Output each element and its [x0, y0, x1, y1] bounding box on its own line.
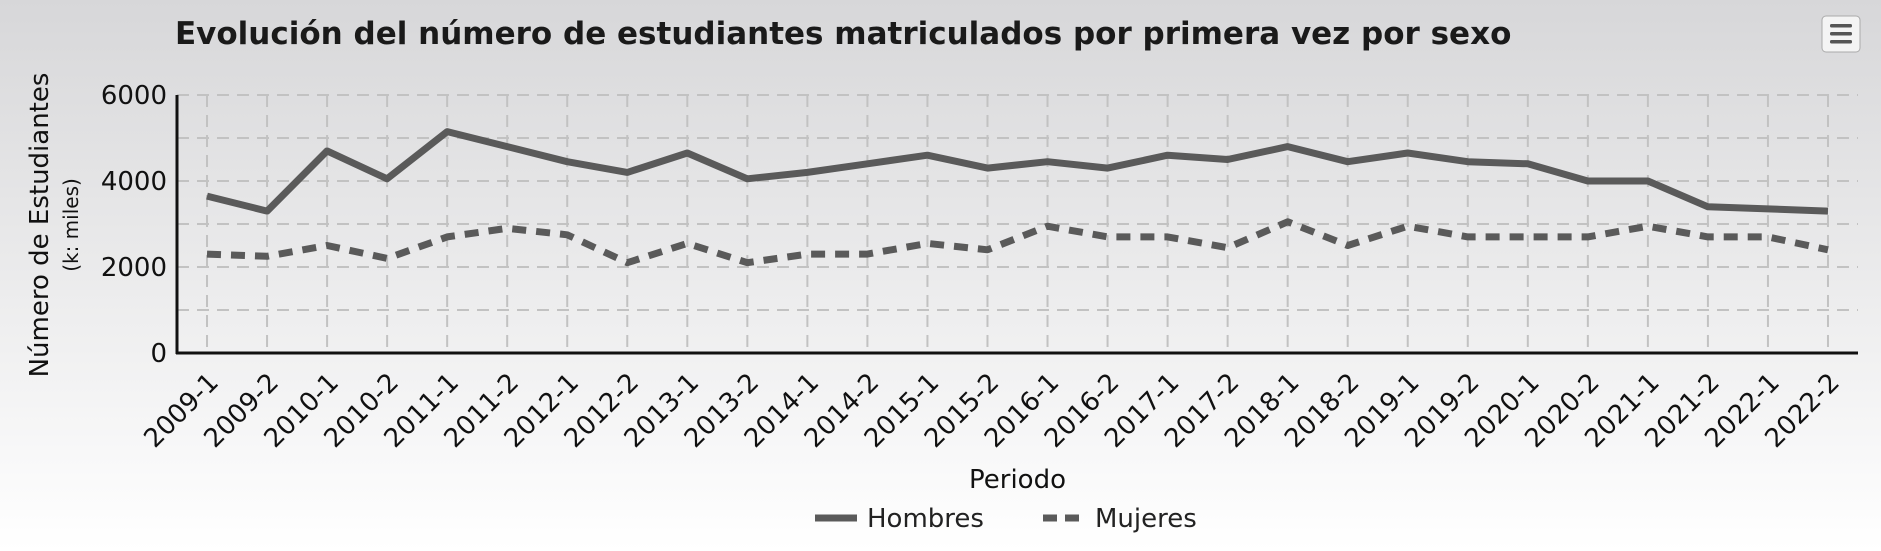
- chart-menu-button[interactable]: [1821, 15, 1861, 53]
- hamburger-menu-icon: [1830, 24, 1852, 44]
- series-group: [206, 128, 1829, 267]
- grid-lines: [177, 94, 1858, 354]
- legend-label-hombres: Hombres: [867, 504, 984, 534]
- chart-title: Evolución del número de estudiantes matr…: [175, 16, 1511, 52]
- y-axis-ticks: 0 2000 4000 6000: [101, 81, 167, 369]
- x-axis-ticks: 2009-12009-22010-12010-22011-12011-22012…: [139, 368, 1846, 454]
- series-line-mujeres: [206, 218, 1829, 267]
- series-line-hombres: [206, 128, 1829, 215]
- axes: [175, 95, 1858, 355]
- y-axis-subtitle: (k: miles): [59, 178, 83, 272]
- y-axis-title: Número de Estudiantes: [25, 73, 55, 378]
- legend: Hombres Mujeres: [815, 504, 1197, 534]
- y-tick-label: 6000: [101, 81, 167, 111]
- y-tick-label: 4000: [101, 167, 167, 197]
- y-tick-label: 2000: [101, 253, 167, 283]
- legend-label-mujeres: Mujeres: [1095, 504, 1197, 534]
- y-tick-label: 0: [150, 339, 167, 369]
- x-axis-title: Periodo: [969, 465, 1066, 495]
